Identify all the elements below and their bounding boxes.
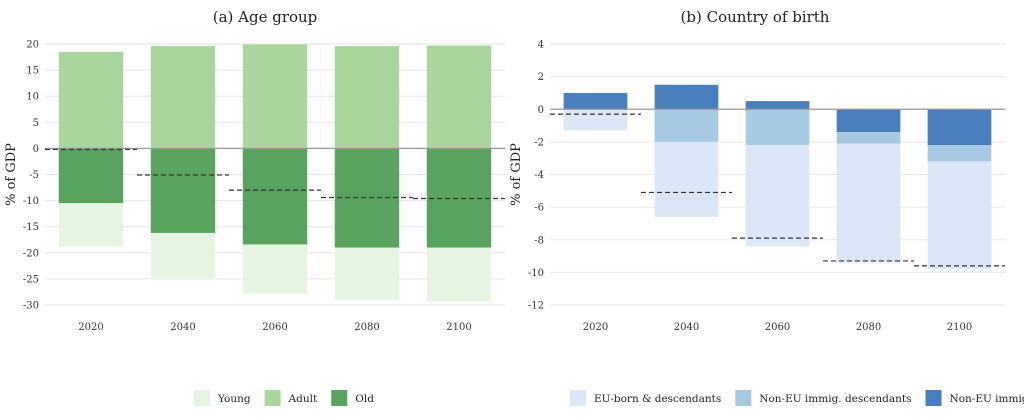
bar-old-2020 [58,148,124,204]
y-tick-label: 0 [33,144,39,155]
bar-young-2060 [242,244,308,294]
legend-label: Old [355,393,374,405]
y-tick-label: -12 [528,301,544,312]
legend-swatch-non-eu-immig-descendants [735,390,752,406]
legend: Young Adult Old [194,390,374,406]
bar-adult-2060 [242,44,308,149]
bar-non-eu-immigrants-2100 [927,109,992,146]
x-tick-label: 2080 [856,322,881,333]
y-tick-label: -30 [23,301,39,312]
bar-non-eu-immig-descendants-2040 [654,109,719,142]
legend-swatch-old [331,390,348,406]
chart-panel-2: (b) Country of birth % of GDP 4 2 0 -2 -4 -6 -8 -… [509,8,1024,406]
bar-eu-born-descendants-2060 [745,145,810,247]
x-tick-label: 2040 [170,322,195,333]
y-tick-label: -6 [534,203,544,214]
panel-title: (a) Age group [213,8,318,26]
y-tick-label: 0 [538,105,544,116]
y-tick-label: 5 [33,118,39,129]
legend: EU-born & descendants Non-EU immig. desce… [570,390,1024,406]
x-tick-label: 2020 [78,322,103,333]
bar-young-2020 [58,203,124,247]
y-tick-label: -5 [29,170,39,181]
x-tick-label: 2100 [446,322,471,333]
legend-label: Non-EU immig. descendants [759,393,911,405]
chart-panel-1: (a) Age group % of GDP 20 15 10 5 0 -5 -10 -15 -20… [4,8,505,406]
legend-label: Adult [288,393,318,405]
bar-young-2100 [426,247,492,302]
y-tick-label: 2 [538,72,544,83]
bar-eu-born-descendants-2080 [836,143,901,263]
y-tick-label: 15 [26,66,39,77]
y-tick-label: 10 [26,92,39,103]
y-tick-label: -20 [23,248,39,259]
x-tick-label: 2060 [765,322,790,333]
legend-swatch-non-eu-immigrants [925,390,942,406]
y-axis-label: % of GDP [509,143,524,206]
y-tick-label: 4 [538,40,544,51]
y-tick-label: -2 [534,137,544,148]
bar-non-eu-immigrants-2080 [836,109,901,133]
y-tick-label: -4 [534,170,544,181]
panel-title: (b) Country of birth [681,8,830,26]
x-tick-label: 2060 [262,322,287,333]
legend-label: Non-EU immigrants [950,393,1024,405]
x-tick-label: 2100 [947,322,972,333]
bar-adult-2100 [426,45,492,149]
legend-swatch-eu-born-descendants [570,390,586,406]
bar-eu-born-descendants-2100 [927,161,992,270]
bar-adult-2080 [334,46,400,149]
legend-label: Young [217,393,251,405]
bar-eu-born-descendants-2040 [654,141,719,217]
bar-old-2060 [242,148,308,245]
y-tick-label: -10 [528,268,544,279]
bar-adult-2040 [150,46,216,149]
bar-adult-2020 [58,51,124,149]
bar-non-eu-immigrants-2020 [563,92,628,110]
y-tick-label: 20 [26,40,39,51]
y-tick-label: -25 [23,274,39,285]
legend-swatch-young [194,390,210,406]
y-tick-label: -10 [23,196,39,207]
bar-non-eu-immig-descendants-2060 [745,109,810,146]
bar-non-eu-immig-descendants-2080 [836,132,901,144]
bar-non-eu-immigrants-2060 [745,101,810,110]
y-tick-label: -15 [23,222,39,233]
bar-non-eu-immigrants-2040 [654,84,719,110]
bar-eu-born-descendants-2020 [563,109,628,131]
y-tick-label: -8 [534,235,544,246]
y-axis-label: % of GDP [4,143,19,206]
bar-non-eu-immig-descendants-2100 [927,145,992,162]
x-tick-label: 2080 [354,322,379,333]
x-tick-label: 2020 [583,322,608,333]
legend-swatch-adult [264,390,281,406]
bar-young-2080 [334,247,400,300]
bar-old-2040 [150,148,216,233]
x-tick-label: 2040 [674,322,699,333]
legend-label: EU-born & descendants [594,393,721,405]
bar-young-2040 [150,232,216,278]
